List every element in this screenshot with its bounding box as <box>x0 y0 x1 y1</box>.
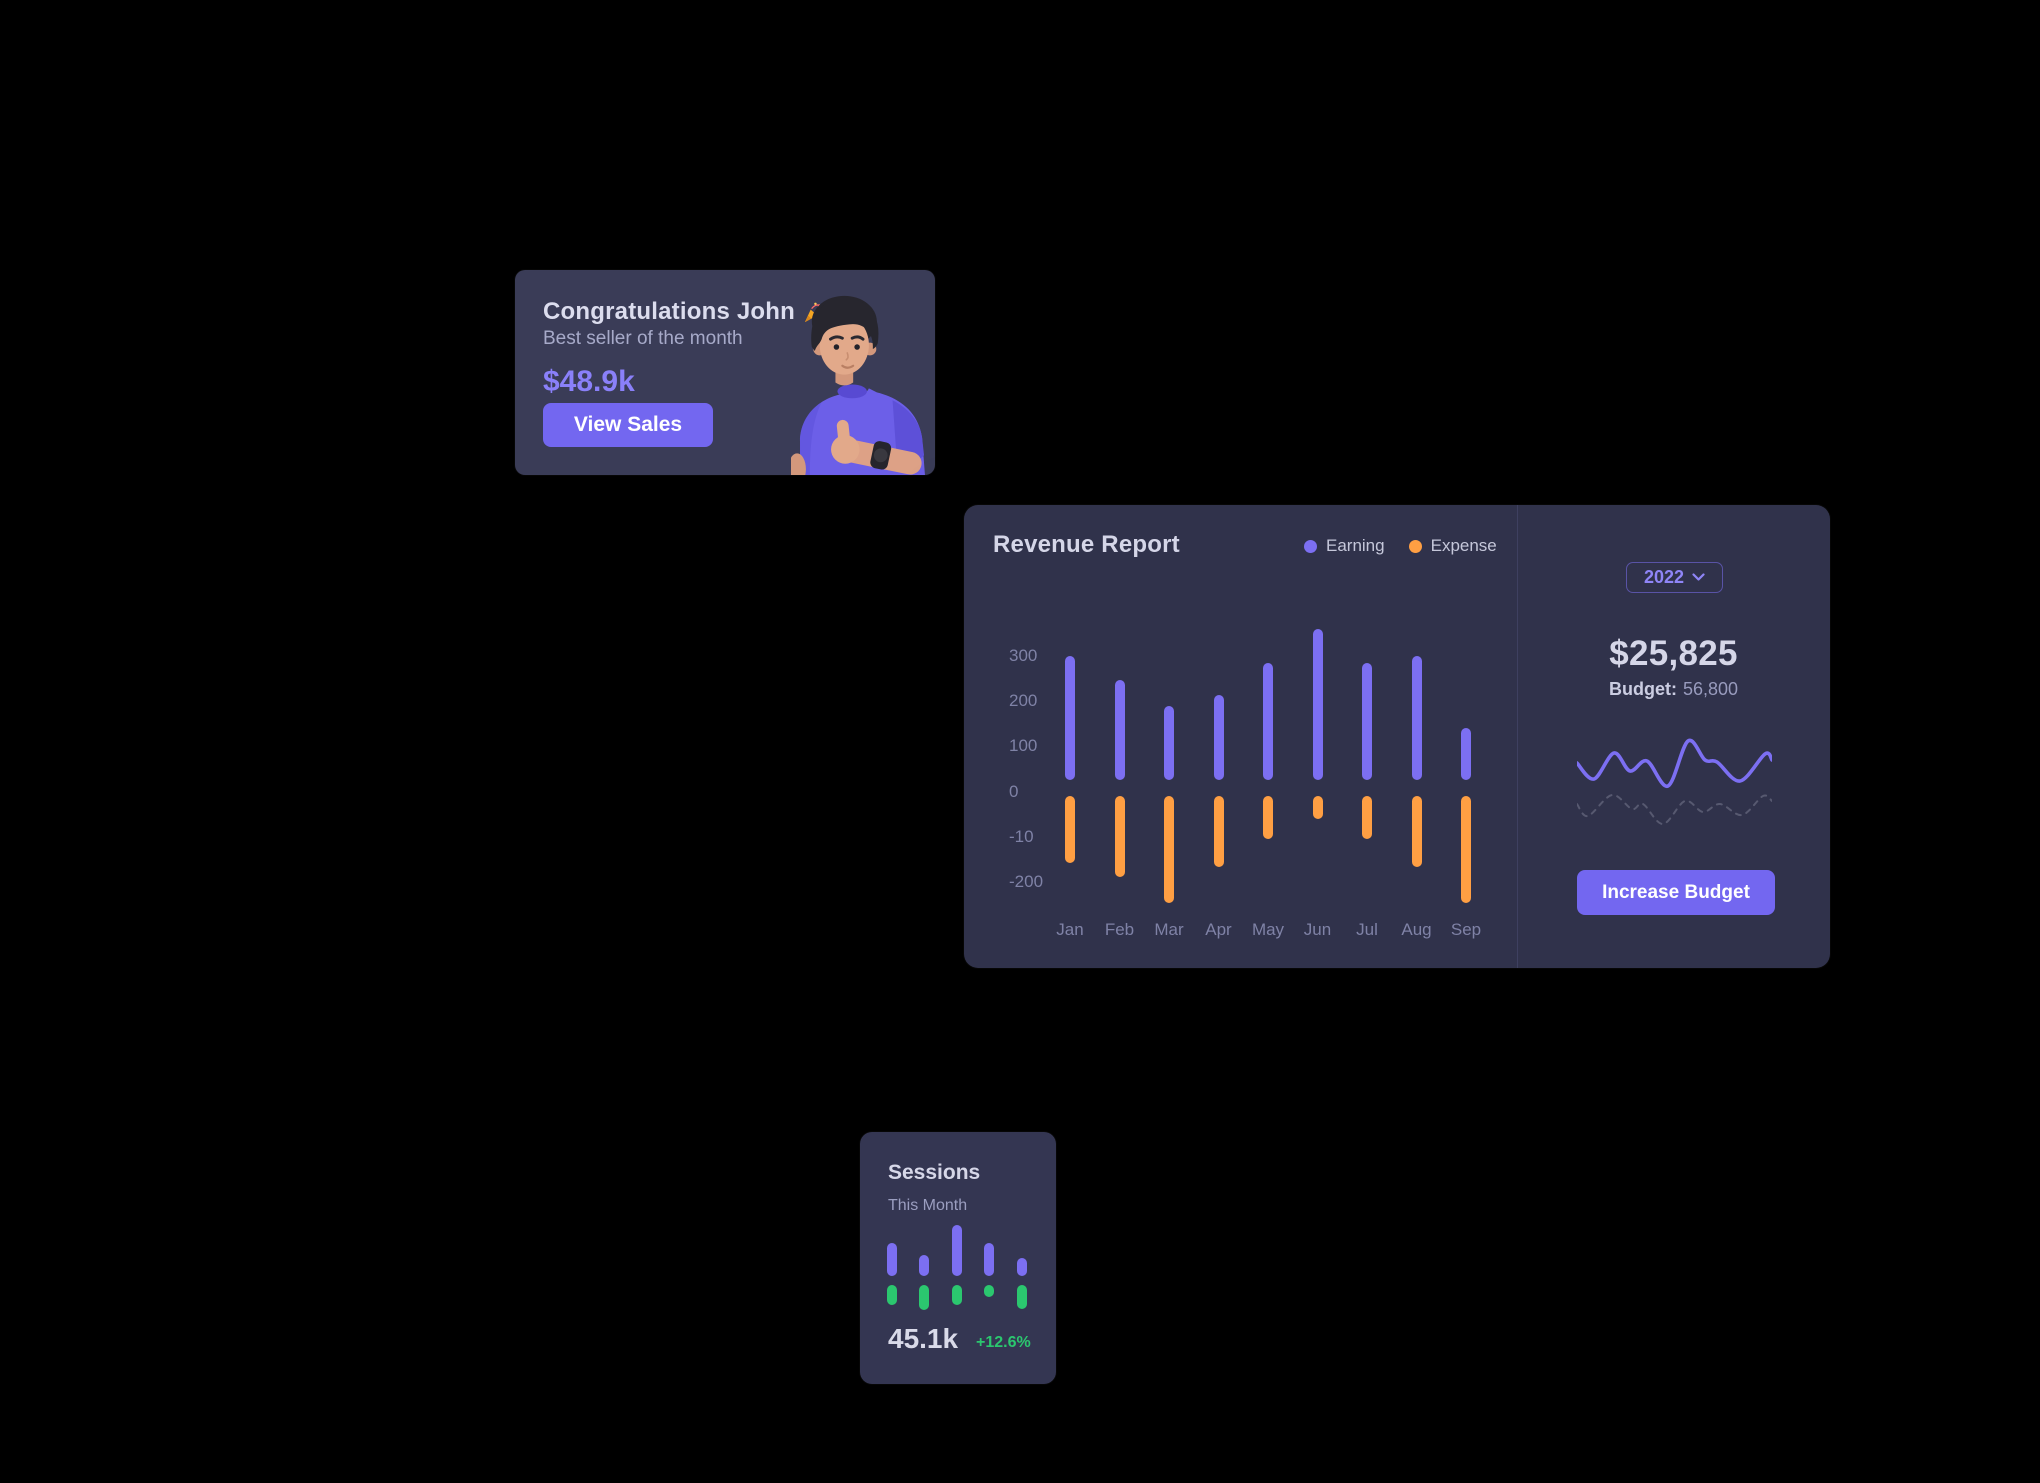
increase-budget-button[interactable]: Increase Budget <box>1577 870 1775 915</box>
x-axis-label: Jun <box>1303 920 1332 939</box>
expense-bar <box>1312 796 1323 819</box>
sessions-up-bar <box>919 1255 930 1276</box>
congrats-title: Congratulations John <box>543 298 826 326</box>
avatar-illustration <box>791 295 925 475</box>
revenue-bar-chart: 300 200 100 0 -10 -200 Jan Feb Mar Apr May Jun Jul Au… <box>964 505 1830 968</box>
current-wave-line <box>1577 738 1772 788</box>
sessions-title: Sessions <box>888 1161 981 1184</box>
sessions-subtitle: This Month <box>888 1197 968 1214</box>
sessions-down-bar <box>887 1285 897 1305</box>
budget-value: 56,800 <box>1682 679 1739 699</box>
y-axis-tick: -10 <box>1009 826 1034 846</box>
x-axis-label: Feb <box>1104 920 1135 939</box>
sessions-up-bar <box>887 1243 897 1276</box>
earning-bar <box>1461 728 1471 780</box>
chevron-down-icon <box>1692 573 1705 581</box>
earning-bar <box>1164 705 1174 780</box>
expense-bar <box>1362 796 1372 840</box>
earning-bar <box>1263 663 1273 780</box>
x-axis-label: Jan <box>1056 920 1084 939</box>
expense-bar <box>1213 796 1224 868</box>
sessions-card: Sessions This Month 45.1k +12.6% <box>860 1132 1056 1384</box>
x-axis-label: Mar <box>1154 920 1184 939</box>
budget-label: Budget: <box>1608 679 1677 699</box>
expense-legend-label: Expense <box>1430 536 1497 555</box>
earning-bar <box>1411 656 1422 780</box>
y-axis-tick: 300 <box>1009 646 1038 665</box>
sessions-down-bar <box>951 1285 962 1305</box>
y-axis-tick: 200 <box>1009 691 1038 711</box>
legend-item-expense: Expense <box>1408 536 1497 556</box>
sessions-down-bar <box>984 1285 995 1297</box>
earning-bar <box>1114 679 1125 780</box>
x-axis-label: Jul <box>1356 920 1378 939</box>
expense-bar <box>1411 796 1422 868</box>
earning-bar <box>1065 656 1075 780</box>
sessions-up-bar <box>1016 1258 1027 1276</box>
budget-sparkline-chart <box>1577 738 1772 825</box>
expense-bar <box>1263 796 1273 840</box>
card-divider <box>1517 505 1518 968</box>
year-dropdown-value: 2022 <box>1643 567 1685 587</box>
sessions-up-bar <box>984 1243 995 1276</box>
y-axis-tick: 0 <box>1009 781 1019 801</box>
sessions-delta: +12.6% <box>976 1334 1031 1351</box>
earning-bar <box>1362 663 1372 780</box>
budget-line: Budget: 56,800 <box>1517 677 1830 701</box>
earning-bar <box>1213 695 1224 780</box>
congrats-title-text: Congratulations John <box>543 298 795 325</box>
earning-legend-label: Earning <box>1326 536 1385 555</box>
earning-legend-dot <box>1304 539 1317 553</box>
revenue-report-card: Revenue Report Earning Expense 300 200 100… <box>964 505 1830 968</box>
sessions-down-bar <box>919 1285 930 1310</box>
revenue-title: Revenue Report <box>993 531 1180 558</box>
congratulations-card: Congratulations John Best seller of the … <box>515 270 935 475</box>
expense-bar <box>1065 796 1075 863</box>
congrats-amount: $48.9k <box>543 365 635 398</box>
y-axis-tick: 100 <box>1009 736 1038 756</box>
earning-bar <box>1312 629 1323 780</box>
x-axis-label: May <box>1251 920 1285 939</box>
expense-legend-dot <box>1408 539 1422 553</box>
sessions-down-bar <box>1016 1285 1027 1309</box>
legend-item-earning: Earning <box>1304 536 1385 556</box>
expense-bar <box>1114 796 1125 877</box>
sessions-up-bar <box>951 1225 962 1276</box>
expense-bar <box>1164 796 1174 904</box>
x-axis-label: Apr <box>1205 920 1232 939</box>
congrats-subtitle: Best seller of the month <box>543 328 743 349</box>
expense-bar <box>1461 796 1471 904</box>
y-axis-tick: -200 <box>1009 872 1044 891</box>
year-dropdown[interactable]: 2022 <box>1626 562 1723 593</box>
budget-total: $25,825 <box>1609 634 1738 673</box>
sessions-mini-chart <box>860 1132 1056 1384</box>
x-axis-label: Sep <box>1450 920 1482 939</box>
previous-wave-line <box>1577 793 1772 825</box>
view-sales-button[interactable]: View Sales <box>543 403 713 447</box>
chart-legend: Earning Expense <box>1304 535 1497 557</box>
sessions-value: 45.1k <box>888 1323 959 1354</box>
x-axis-label: Aug <box>1401 920 1432 939</box>
